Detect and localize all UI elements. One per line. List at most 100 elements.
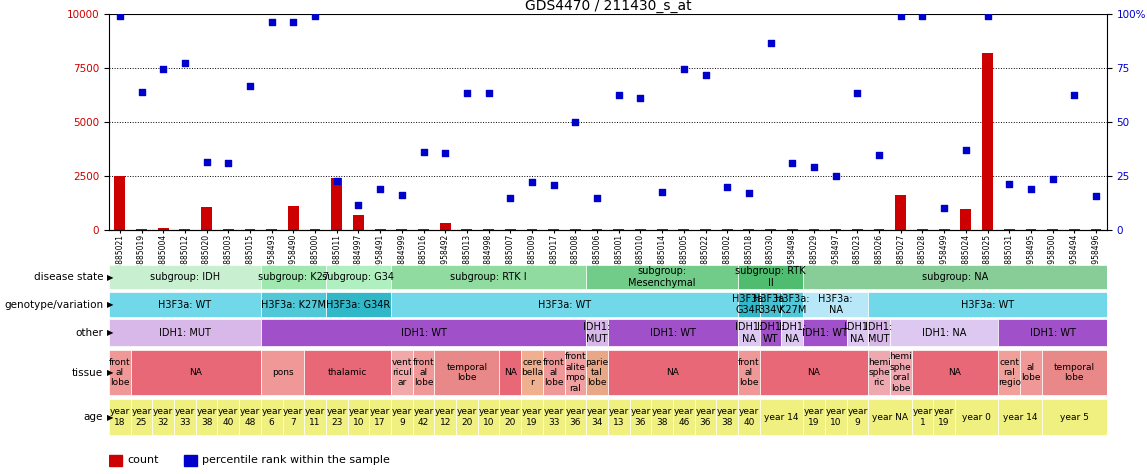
Point	[501, 194, 520, 201]
Text: year
32: year 32	[153, 408, 173, 427]
Text: disease state: disease state	[33, 272, 103, 282]
Bar	[326, 292, 391, 317]
Point	[197, 158, 216, 166]
Text: IDH1: WT: IDH1: WT	[650, 328, 696, 338]
Bar	[397, 229, 407, 230]
Bar	[912, 399, 934, 435]
Bar	[608, 319, 738, 346]
Bar	[912, 350, 998, 395]
Bar	[717, 399, 738, 435]
Text: IDH1:
MUT: IDH1: MUT	[866, 322, 892, 344]
Point	[783, 159, 802, 167]
Bar	[738, 265, 803, 289]
Text: year
19: year 19	[934, 408, 954, 427]
Point	[132, 88, 150, 96]
Text: year 0: year 0	[962, 413, 991, 421]
Point	[370, 185, 389, 193]
Point	[458, 89, 476, 97]
Text: age: age	[84, 412, 103, 422]
Point	[827, 172, 845, 180]
Text: year
36: year 36	[695, 408, 716, 427]
Bar	[586, 399, 608, 435]
Point	[935, 205, 953, 212]
Text: year
48: year 48	[240, 408, 260, 427]
Bar	[158, 228, 169, 230]
Point	[653, 188, 671, 196]
Text: year
10: year 10	[349, 408, 368, 427]
Text: ▶: ▶	[107, 328, 114, 337]
Point	[848, 89, 867, 97]
Bar	[830, 229, 841, 230]
Text: year
40: year 40	[218, 408, 239, 427]
Text: year
23: year 23	[327, 408, 346, 427]
Point	[762, 39, 780, 47]
Bar	[179, 229, 190, 230]
Text: temporal
lobe: temporal lobe	[1054, 363, 1095, 382]
Text: thalamic: thalamic	[328, 368, 367, 377]
Bar	[1069, 229, 1079, 230]
Bar	[483, 229, 494, 230]
Bar	[239, 399, 260, 435]
Point	[1022, 185, 1040, 193]
Bar	[960, 210, 972, 230]
Text: IDH1:
MUT: IDH1: MUT	[584, 322, 610, 344]
Bar	[413, 399, 435, 435]
Bar	[700, 229, 711, 230]
Bar	[803, 399, 825, 435]
Bar	[391, 265, 586, 289]
Bar	[781, 319, 803, 346]
Bar	[1041, 399, 1107, 435]
Bar	[890, 350, 912, 395]
Bar	[759, 350, 868, 395]
Bar	[331, 178, 342, 230]
Bar	[586, 319, 608, 346]
Bar	[353, 215, 364, 230]
Text: IDH1: NA: IDH1: NA	[922, 328, 966, 338]
Text: year
11: year 11	[305, 408, 326, 427]
Bar	[115, 176, 125, 230]
Point	[891, 13, 910, 20]
Bar	[781, 292, 803, 317]
Bar	[109, 350, 131, 395]
Bar	[223, 229, 234, 230]
Point	[869, 152, 888, 159]
Text: genotype/variation: genotype/variation	[5, 300, 103, 310]
Bar	[260, 265, 326, 289]
Point	[479, 89, 498, 97]
Text: NA: NA	[189, 368, 202, 377]
Text: NA: NA	[949, 368, 961, 377]
Point	[392, 191, 411, 199]
Text: subgroup: IDH: subgroup: IDH	[150, 272, 220, 282]
Bar	[570, 229, 580, 230]
Text: year
13: year 13	[609, 408, 629, 427]
Point	[545, 181, 563, 188]
Bar	[765, 229, 777, 230]
Point	[154, 65, 172, 73]
Bar	[260, 292, 326, 317]
Text: year
36: year 36	[631, 408, 650, 427]
Bar	[526, 229, 538, 230]
Bar	[918, 229, 928, 230]
Bar	[998, 399, 1041, 435]
Point	[740, 190, 758, 197]
Text: IDH1:
NA: IDH1: NA	[844, 322, 871, 344]
Point	[957, 146, 975, 154]
Point	[306, 13, 325, 20]
Bar	[391, 399, 413, 435]
Bar	[673, 399, 695, 435]
Bar	[564, 350, 586, 395]
Bar	[218, 399, 239, 435]
Bar	[998, 319, 1107, 346]
Point	[1044, 175, 1062, 183]
Bar	[630, 399, 651, 435]
Bar	[809, 229, 819, 230]
Text: cere
bella
r: cere bella r	[521, 358, 543, 387]
Bar	[543, 399, 564, 435]
Bar	[825, 399, 846, 435]
Text: year
46: year 46	[673, 408, 694, 427]
Text: IDH1:
NA: IDH1: NA	[779, 322, 806, 344]
Text: ▶: ▶	[107, 273, 114, 282]
Text: year NA: year NA	[872, 413, 908, 421]
Point	[263, 18, 281, 26]
Bar	[326, 265, 391, 289]
